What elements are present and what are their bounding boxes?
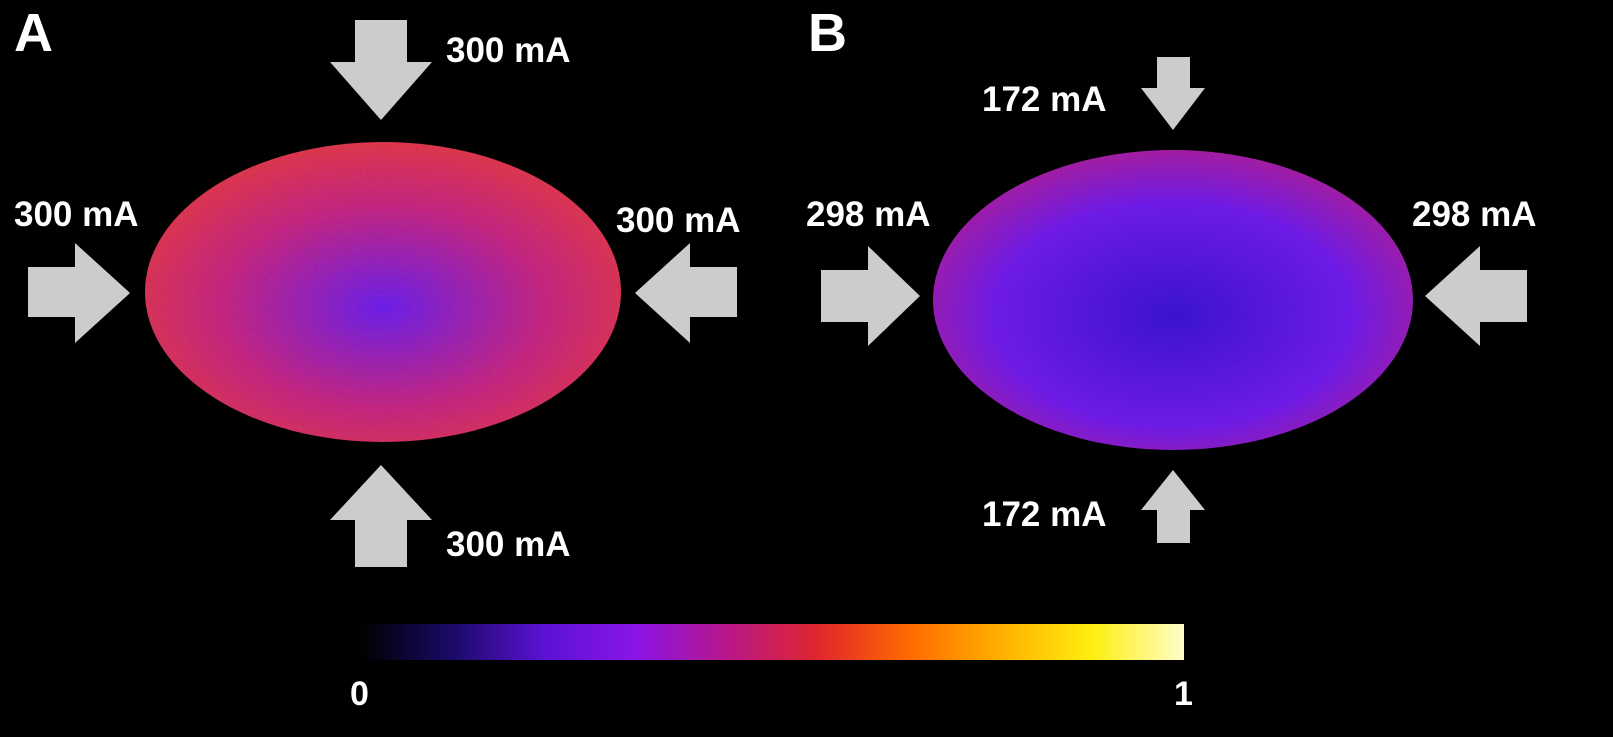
current-label-top-a: 300 mA (446, 31, 571, 70)
current-label-right-b: 298 mA (1412, 195, 1537, 234)
electrode-arrow-bottom-b (1141, 470, 1205, 543)
map-b-speckle (933, 150, 1413, 450)
current-label-top-b: 172 mA (982, 80, 1107, 119)
electrode-arrow-left-a (28, 243, 130, 343)
map-a-speckle (145, 142, 621, 442)
panel-label-b: B (808, 3, 847, 63)
current-label-left-a: 300 mA (14, 195, 139, 234)
electrode-arrow-bottom-a (330, 465, 432, 567)
current-label-bottom-a: 300 mA (446, 525, 571, 564)
electrode-arrow-right-b (1425, 246, 1527, 346)
panel-a (28, 20, 737, 567)
panel-label-a: A (14, 3, 53, 63)
electrode-arrow-right-a (635, 243, 737, 343)
electrode-arrow-left-b (821, 246, 920, 346)
electrode-arrow-top-b (1141, 57, 1205, 130)
colorbar (360, 624, 1184, 660)
current-label-right-a: 300 mA (616, 201, 741, 240)
current-label-bottom-b: 172 mA (982, 495, 1107, 534)
panel-b (821, 57, 1527, 543)
colorbar-max-label: 1 (1174, 675, 1193, 713)
current-label-left-b: 298 mA (806, 195, 931, 234)
electrode-arrow-top-a (330, 20, 432, 120)
colorbar-min-label: 0 (350, 675, 369, 713)
